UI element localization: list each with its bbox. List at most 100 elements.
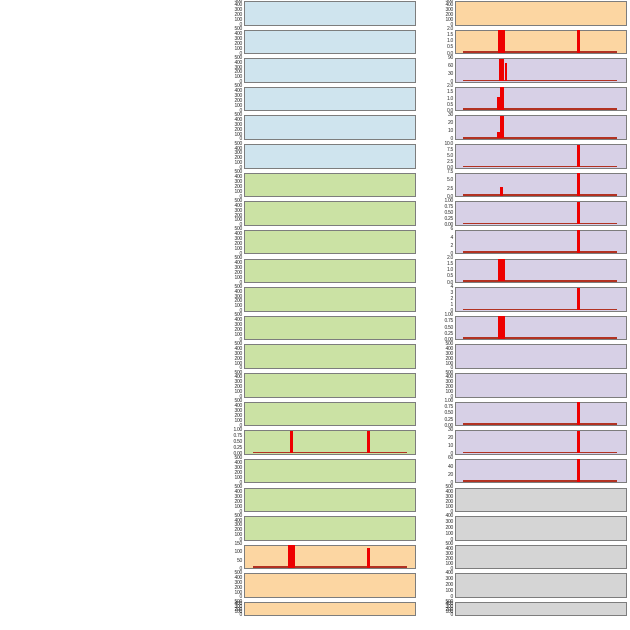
y-tick-label: 1.00 — [233, 426, 242, 433]
y-tick-label: 0 — [450, 594, 454, 601]
y-tick-label: 300 — [445, 7, 454, 14]
track-panel-3-txflnk — [455, 115, 627, 140]
signal-baseline — [463, 423, 617, 425]
track-panel-l2-repeats — [244, 373, 416, 398]
y-tick-label: 0.0 — [446, 165, 453, 172]
y-tick-label: 200 — [234, 212, 243, 219]
y-tick-label: 300 — [445, 576, 454, 583]
y-tick-label: 0 — [239, 612, 243, 619]
y-tick-label: 400 — [234, 31, 243, 38]
track-panel-dup — [244, 602, 416, 616]
y-tick-label: 400 — [234, 460, 243, 467]
y-tick-label: 500 — [234, 512, 243, 519]
y-tick-label: 400 — [234, 488, 243, 495]
y-tick-label: 100 — [234, 389, 243, 396]
track-panel-microsatellites — [244, 430, 416, 455]
y-tick-label: 100 — [234, 331, 243, 338]
y-tick-label: 100 — [234, 188, 243, 195]
y-tick-label: 300 — [234, 465, 243, 472]
y-tick-label: 0 — [239, 336, 243, 343]
track-panel-5-txwk — [455, 172, 627, 198]
signal-baseline — [253, 566, 407, 568]
y-tick-label: 0 — [450, 394, 454, 401]
signal-spike — [497, 131, 500, 139]
signal-spike — [499, 115, 504, 139]
y-tick-label: 0.5 — [446, 101, 453, 108]
y-tick-label: 400 — [445, 488, 454, 495]
y-tick-label: 500 — [234, 340, 243, 347]
y-tick-label: 200 — [234, 384, 243, 391]
y-tick-label: 50 — [237, 557, 242, 564]
y-tick-label: 400 — [234, 116, 243, 123]
y-tick-label: 200 — [234, 98, 243, 105]
y-tick-label: 0 — [450, 565, 454, 572]
y-tick-label: 200 — [445, 582, 454, 589]
signal-baseline — [463, 194, 617, 196]
y-tick-label: 0 — [239, 365, 243, 372]
y-tick-label: 40 — [448, 463, 453, 470]
y-tick-label: 3 — [450, 289, 454, 296]
y-tick-label: 400 — [234, 259, 243, 266]
y-tick-label: 100 — [234, 160, 243, 167]
signal-spike — [366, 430, 371, 454]
y-tick-label: 200 — [234, 327, 243, 334]
y-tick-label: 400 — [234, 517, 243, 524]
y-tick-label: 400 — [445, 546, 454, 553]
y-tick-label: 500 — [234, 140, 243, 147]
signal-baseline — [463, 308, 617, 311]
y-tick-label: 0 — [239, 279, 243, 286]
track-panel-cpgisland — [455, 487, 627, 513]
y-tick-label: 200 — [445, 355, 454, 362]
y-tick-label: 200 — [234, 355, 243, 362]
signal-spike — [499, 87, 504, 110]
track-panel-inv — [455, 29, 627, 55]
y-tick-label: 0 — [450, 365, 454, 372]
y-tick-label: 500 — [234, 0, 243, 4]
y-tick-label: 500 — [234, 283, 243, 290]
y-tick-label: 500 — [445, 484, 454, 491]
y-tick-label: 0 — [239, 422, 243, 429]
y-tick-label: 100 — [234, 303, 243, 310]
y-tick-label: 0.0 — [446, 193, 453, 200]
signal-spike — [498, 258, 505, 282]
signal-baseline — [463, 251, 617, 254]
y-tick-label: 100 — [234, 503, 243, 510]
signal-spike — [499, 187, 504, 196]
track-panel-promoters — [455, 544, 627, 570]
y-tick-label: 100 — [445, 503, 454, 510]
y-tick-label: 400 — [234, 202, 243, 209]
track-panel-aav2 — [244, 1, 416, 26]
y-tick-label: 0.50 — [444, 210, 453, 217]
y-tick-label: 400 — [234, 345, 243, 352]
y-tick-label: 20 — [448, 120, 453, 127]
y-tick-label: 300 — [445, 350, 454, 357]
y-tick-label: 400 — [234, 2, 243, 9]
y-tick-label: 0.25 — [444, 330, 453, 337]
y-tick-label: 0.25 — [444, 216, 453, 223]
track-panel-inverted-repeats — [244, 315, 416, 341]
track-panel-hbv — [244, 58, 416, 83]
track-panel-15-quies — [455, 458, 627, 484]
track-panel-replicationtiming — [455, 573, 627, 598]
track-panel-2-tssaflnk — [455, 86, 627, 112]
y-tick-label: 100 — [445, 17, 454, 24]
y-tick-label: 200 — [234, 412, 243, 419]
y-tick-label: 400 — [234, 59, 243, 66]
y-tick-label: 200 — [445, 498, 454, 505]
y-tick-label: 0 — [450, 79, 454, 86]
y-tick-label: 100 — [234, 45, 243, 52]
y-tick-label: 90 — [448, 54, 453, 61]
signal-baseline — [463, 165, 617, 168]
y-tick-label: 0 — [239, 479, 243, 486]
y-tick-label: 100 — [445, 389, 454, 396]
y-tick-label: 0 — [450, 508, 454, 515]
y-tick-label: 300 — [234, 150, 243, 157]
y-tick-label: 400 — [234, 403, 243, 410]
signal-spike — [287, 545, 296, 568]
y-tick-label: 100 — [234, 217, 243, 224]
y-tick-label: 100 — [234, 17, 243, 24]
y-tick-label: 1.0 — [446, 267, 453, 274]
track-panel-14-reprpcwk — [455, 430, 627, 455]
y-tick-label: 300 — [234, 603, 243, 610]
y-tick-label: 500 — [234, 312, 243, 319]
